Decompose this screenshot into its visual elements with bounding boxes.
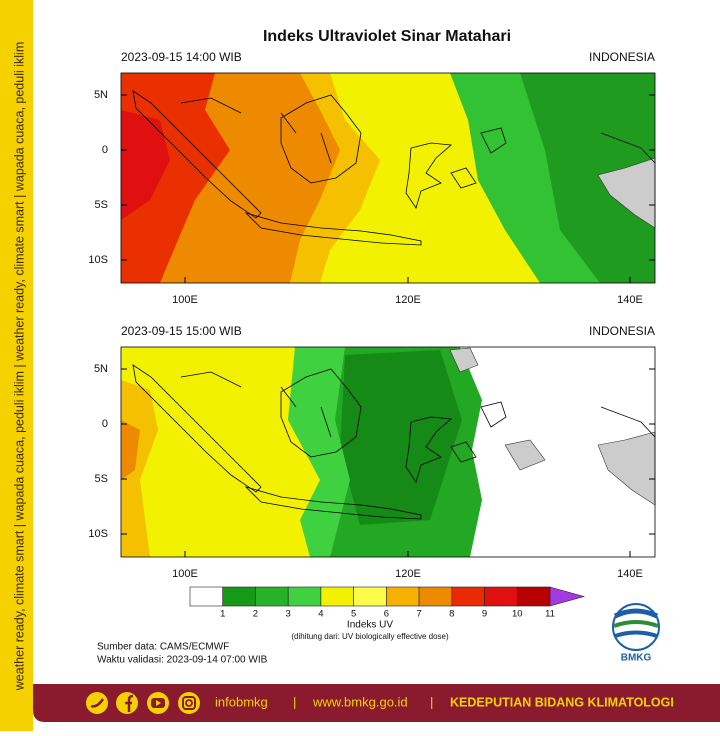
lon-tick-label: 120E	[395, 294, 421, 306]
footer-separator: |	[430, 694, 433, 709]
panel-region: INDONESIA	[589, 50, 655, 64]
social-icons	[86, 692, 200, 714]
colorbar-label: 9	[482, 609, 487, 620]
colorbar-segment	[255, 586, 289, 607]
colorbar-segment	[516, 586, 551, 607]
lat-tick-label: 5N	[94, 89, 108, 101]
panel-region: INDONESIA	[589, 324, 655, 338]
colorbar-title: Indeks UV	[347, 620, 393, 631]
lon-tick-label: 140E	[617, 294, 643, 306]
colorbar-segment	[189, 586, 224, 607]
lon-tick-label: 140E	[617, 568, 643, 580]
colorbar-label: 11	[545, 609, 555, 620]
lat-tick-label: 5S	[95, 473, 108, 485]
lat-tick-label: 5S	[95, 199, 108, 211]
lon-tick-label: 100E	[172, 568, 198, 580]
colorbar-label: 10	[512, 609, 523, 620]
footer-website: www.bmkg.go.id	[312, 694, 408, 709]
footer-handle: infobmkg	[215, 694, 268, 709]
colorbar-label: 4	[318, 609, 323, 620]
footer-bar	[33, 684, 720, 722]
title: Indeks Ultraviolet Sinar Matahari	[263, 28, 511, 45]
colorbar: 1 2 3 4 5 6 7 8 9 10 11	[189, 586, 586, 620]
colorbar-label: 6	[384, 609, 389, 620]
panel-time: 2023-09-15 15:00 WIB	[121, 324, 242, 338]
twitter-icon[interactable]	[86, 692, 108, 714]
lat-tick-label: 0	[102, 418, 108, 430]
map-panel-2	[120, 346, 656, 558]
footer-unit: KEDEPUTIAN BIDANG KLIMATOLOGI	[450, 695, 674, 709]
source: Sumber data: CAMS/ECMWF	[97, 642, 229, 653]
lon-tick-label: 120E	[395, 568, 421, 580]
colorbar-label: 8	[449, 609, 454, 620]
colorbar-label: 3	[286, 609, 291, 620]
colorbar-segment	[484, 586, 518, 607]
colorbar-segment	[451, 586, 485, 607]
colorbar-segment	[222, 586, 256, 607]
colorbar-segment	[320, 586, 354, 607]
validity: Waktu validasi: 2023-09-14 07:00 WIB	[97, 655, 268, 666]
colorbar-note: (dihitung dari: UV biologically effectiv…	[291, 632, 449, 641]
side-text: weather ready, climate smart | wapada cu…	[12, 42, 26, 691]
instagram-icon[interactable]	[178, 692, 200, 714]
map-panel-1	[120, 72, 656, 284]
bmkg-logo: BMKG	[612, 603, 660, 664]
lat-tick-label: 0	[102, 144, 108, 156]
colorbar-segment	[353, 586, 387, 607]
colorbar-label: 1	[220, 609, 225, 620]
lat-tick-label: 5N	[94, 363, 108, 375]
footer-separator: |	[293, 694, 296, 709]
colorbar-segment	[418, 586, 453, 607]
lat-tick-label: 10S	[88, 254, 108, 266]
lat-tick-label: 10S	[88, 528, 108, 540]
colorbar-label: 5	[351, 609, 356, 620]
colorbar-label: 7	[416, 609, 421, 620]
colorbar-segment	[287, 586, 322, 607]
colorbar-segment	[386, 586, 420, 607]
lon-tick-label: 100E	[172, 294, 198, 306]
panel-time: 2023-09-15 14:00 WIB	[121, 50, 242, 64]
side-strip	[0, 0, 33, 731]
colorbar-extend	[549, 586, 586, 607]
colorbar-label: 2	[253, 609, 258, 620]
logo-text: BMKG	[621, 653, 652, 664]
